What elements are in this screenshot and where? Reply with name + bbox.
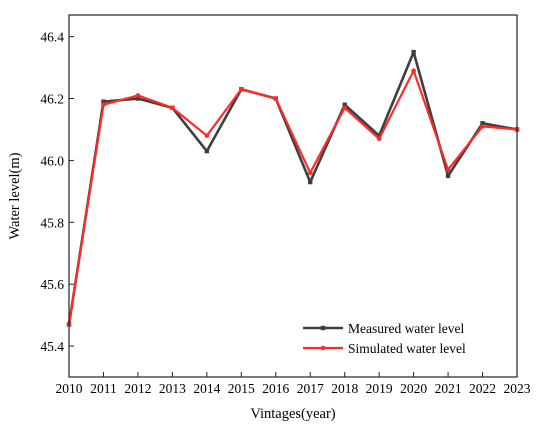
data-point: [101, 102, 106, 108]
data-point: [342, 102, 347, 107]
plot-frame: [68, 14, 518, 378]
data-point: [445, 173, 451, 179]
legend-label: Simulated water level: [348, 341, 466, 356]
data-point: [135, 93, 141, 98]
y-tick-label: 46.4: [40, 30, 64, 45]
x-tick-label: 2012: [124, 381, 151, 396]
data-point: [101, 99, 106, 104]
series-line-2: [67, 69, 518, 325]
x-tick-label: 2013: [159, 381, 186, 396]
y-axis-label: Water level(m): [7, 152, 23, 239]
data-point: [204, 148, 210, 154]
x-tick-label: 2010: [56, 381, 83, 396]
y-tick-label: 45.8: [40, 215, 64, 230]
data-point: [480, 124, 485, 129]
x-tick-label: 2017: [297, 381, 324, 396]
data-point: [376, 136, 382, 142]
y-tick-label: 45.6: [40, 277, 64, 292]
x-tick-label: 2023: [504, 381, 531, 396]
x-tick-label: 2022: [469, 381, 496, 396]
data-point: [445, 167, 451, 173]
data-point: [273, 96, 279, 101]
x-tick-label: 2016: [262, 381, 289, 396]
y-tick-label: 45.4: [40, 339, 64, 354]
y-tick-label: 46.0: [40, 153, 64, 168]
data-point: [480, 121, 485, 126]
data-point: [342, 105, 347, 111]
x-tick-label: 2015: [228, 381, 255, 396]
data-point: [411, 68, 416, 73]
data-point: [411, 49, 416, 55]
y-tick-label: 46.2: [40, 92, 64, 107]
x-tick-label: 2019: [366, 381, 393, 396]
x-tick-label: 2014: [193, 381, 220, 396]
legend-label: Measured water level: [348, 321, 464, 336]
axis-ticks: 2010 2011 2012 2013 2014 2015 2016 2017 2018 2019…: [40, 30, 530, 396]
data-point: [307, 170, 313, 176]
x-tick-label: 2018: [331, 381, 358, 396]
x-axis-label: Vintages(year): [250, 406, 335, 422]
legend: Measured water level Simulated water leve…: [303, 321, 466, 356]
data-point: [170, 105, 175, 111]
data-point: [376, 133, 382, 138]
data-point: [204, 133, 210, 138]
data-point: [239, 86, 244, 92]
data-point: [308, 179, 313, 185]
x-tick-label: 2020: [400, 381, 427, 396]
x-tick-label: 2021: [435, 381, 462, 396]
legend-marker: [320, 325, 326, 331]
legend-marker: [320, 345, 326, 351]
x-tick-label: 2011: [90, 381, 117, 396]
data-point: [135, 96, 141, 101]
